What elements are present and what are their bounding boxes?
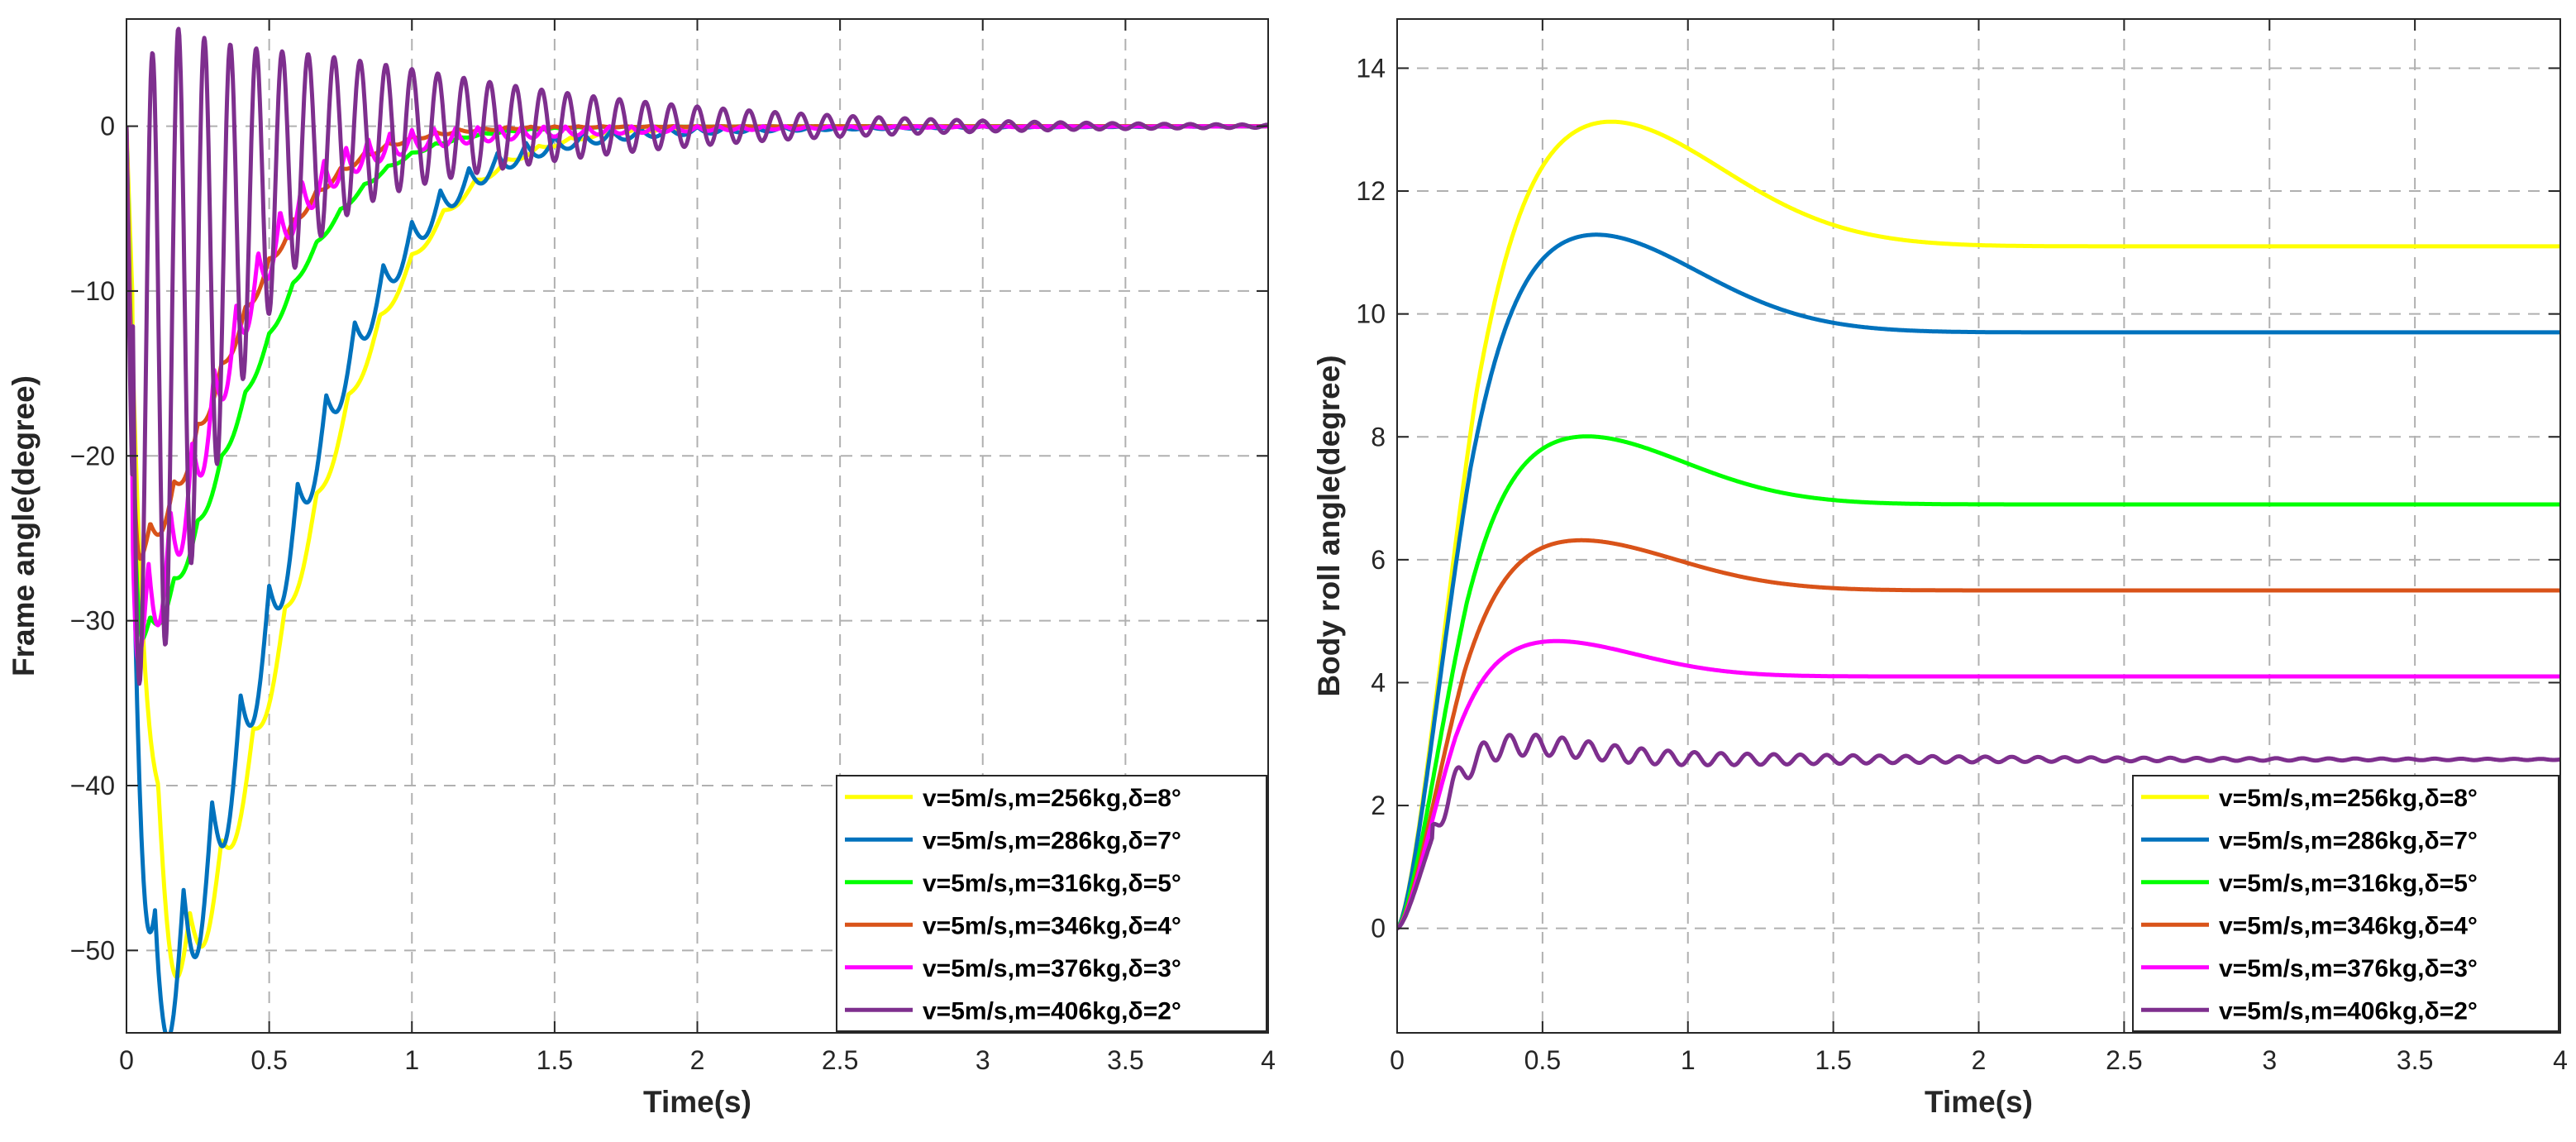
y-tick-label: 10: [1356, 299, 1386, 329]
legend-label-3: v=5m/s,m=316kg,δ=5°: [923, 870, 1181, 897]
x-axis-label: Time(s): [1925, 1085, 2033, 1119]
series-group: [126, 26, 1268, 1033]
y-tick-label: 6: [1371, 545, 1386, 575]
y-tick-label: 0: [1371, 914, 1386, 944]
legend-label-3: v=5m/s,m=316kg,δ=5°: [2219, 870, 2478, 897]
legend-label-5: v=5m/s,m=376kg,δ=3°: [923, 955, 1181, 982]
y-tick-label: −30: [70, 606, 115, 636]
x-tick-label: 0: [1390, 1045, 1405, 1075]
legend-label-2: v=5m/s,m=286kg,δ=7°: [2219, 827, 2478, 854]
y-tick-label: 2: [1371, 791, 1386, 820]
x-tick-label: 1.5: [1815, 1045, 1851, 1075]
series-group: [1397, 119, 2560, 930]
x-tick-label: 2.5: [2106, 1045, 2142, 1075]
legend-label-5: v=5m/s,m=376kg,δ=3°: [2219, 955, 2478, 982]
y-tick-label: 8: [1371, 422, 1386, 452]
x-tick-label: 1: [1681, 1045, 1696, 1075]
x-tick-label: 0.5: [1524, 1045, 1561, 1075]
y-tick-label: −20: [70, 441, 115, 471]
y-tick-label: −40: [70, 771, 115, 800]
chart-panel-2: 0 0.5 1 1.5 2 2.5 3 3.5 4 0 2 4 6 8 10 12 14 Time(s) Body …: [1312, 18, 2568, 1119]
y-tick-label: −50: [70, 935, 115, 965]
series-line-4: [1397, 538, 2560, 930]
series-line-6: [126, 26, 1268, 686]
x-tick-label: 2.5: [822, 1045, 858, 1075]
legend-label-6: v=5m/s,m=406kg,δ=2°: [923, 997, 1181, 1025]
y-axis-label: Frame angle(degree): [7, 375, 41, 676]
x-tick-label: 3.5: [2397, 1045, 2433, 1075]
y-tick-label: 4: [1371, 667, 1386, 697]
series-line-3: [1397, 434, 2560, 930]
x-tick-label: 1.5: [537, 1045, 573, 1075]
legend-label-4: v=5m/s,m=346kg,δ=4°: [2219, 912, 2478, 939]
legend-label-4: v=5m/s,m=346kg,δ=4°: [923, 912, 1181, 939]
x-tick-label: 3: [2262, 1045, 2277, 1075]
chart-panel-1: 0 0.5 1 1.5 2 2.5 3 3.5 4 0 −10 −20 −30 −40 −50 Time(s)…: [7, 18, 1276, 1119]
x-tick-label: 2: [690, 1045, 705, 1075]
y-tick-label: −10: [70, 276, 115, 306]
x-tick-label: 0.5: [250, 1045, 287, 1075]
legend: v=5m/s,m=256kg,δ=8° v=5m/s,m=286kg,δ=7° v=…: [836, 775, 1267, 1032]
x-tick-label: 2: [1972, 1045, 1987, 1075]
series-line-6: [1397, 733, 2560, 930]
x-tick-label: 1: [404, 1045, 419, 1075]
y-tick-label: 14: [1356, 53, 1386, 83]
legend-box: [2132, 775, 2559, 1032]
x-tick-label: 4: [1261, 1045, 1276, 1075]
x-axis-label: Time(s): [643, 1085, 751, 1119]
legend-label-6: v=5m/s,m=406kg,δ=2°: [2219, 997, 2478, 1025]
legend: v=5m/s,m=256kg,δ=8° v=5m/s,m=286kg,δ=7° v=…: [2132, 775, 2559, 1032]
legend-label-1: v=5m/s,m=256kg,δ=8°: [2219, 785, 2478, 812]
legend-box: [836, 775, 1267, 1032]
legend-label-1: v=5m/s,m=256kg,δ=8°: [923, 785, 1181, 812]
y-tick-label: 0: [100, 112, 115, 141]
series-line-1: [1397, 119, 2560, 930]
y-tick-label: 12: [1356, 176, 1386, 206]
x-tick-label: 0: [119, 1045, 134, 1075]
legend-label-2: v=5m/s,m=286kg,δ=7°: [923, 827, 1181, 854]
series-line-5: [1397, 638, 2560, 930]
x-tick-label: 3: [976, 1045, 990, 1075]
x-tick-label: 3.5: [1107, 1045, 1143, 1075]
y-axis-label: Body roll angle(degree): [1312, 355, 1346, 696]
series-line-2: [1397, 232, 2560, 930]
x-tick-label: 4: [2553, 1045, 2568, 1075]
